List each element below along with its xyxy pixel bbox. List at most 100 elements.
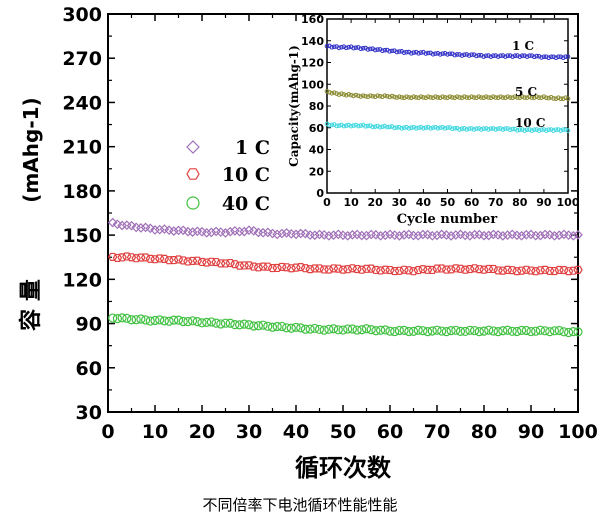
main-data-point: [136, 314, 146, 324]
inset-data-point: [503, 126, 508, 131]
inset-data-point: [324, 43, 330, 49]
main-data-point: [277, 321, 287, 332]
inset-data-point: [341, 92, 347, 97]
main-data-point: [465, 325, 475, 335]
inset-data-point: [442, 95, 448, 100]
inset-data-point: [435, 51, 441, 56]
main-data-point: [253, 321, 263, 331]
main-data-point: [432, 230, 442, 241]
inset-data-point: [425, 50, 431, 56]
main-data-point: [329, 324, 339, 334]
inset-x-tick-label: 90: [536, 196, 552, 209]
inset-data-point: [498, 94, 503, 99]
main-data-point: [187, 227, 198, 237]
main-series-2: [108, 313, 583, 338]
main-y-tick-label: 210: [62, 137, 102, 159]
legend-label: 10 C: [222, 164, 270, 186]
main-data-point: [413, 230, 424, 241]
inset-data-point: [546, 127, 552, 132]
main-data-point: [126, 315, 137, 325]
inset-data-point: [493, 95, 499, 100]
inset-data-point: [481, 54, 486, 59]
main-data-point: [150, 225, 160, 235]
main-data-point: [465, 230, 475, 241]
main-data-point: [559, 327, 569, 337]
inset-data-point: [397, 94, 402, 99]
inset-data-point: [483, 126, 489, 131]
inset-series-1: [324, 89, 571, 102]
main-data-point: [366, 325, 376, 335]
inset-ticks: [326, 18, 569, 194]
inset-data-point: [425, 94, 431, 99]
legend-marker: [186, 168, 200, 180]
inset-data-point: [358, 94, 364, 99]
inset-data-point: [515, 53, 520, 58]
inset-data-point: [334, 91, 339, 96]
main-data-point: [145, 316, 155, 326]
inset-x-tick-label: 40: [416, 196, 432, 209]
inset-data-point: [493, 127, 499, 132]
inset-data-point: [365, 94, 371, 100]
inset-data-point: [360, 93, 366, 98]
inset-data-point: [445, 125, 450, 130]
inset-data-point: [418, 124, 424, 130]
inset-x-tick-label: 60: [464, 196, 480, 209]
inset-data-point: [384, 124, 390, 130]
main-y-axis-title-unit: (mAhg-1): [19, 97, 43, 202]
inset-data-point: [421, 95, 426, 100]
inset-data-point: [336, 123, 342, 128]
inset-data-point: [346, 44, 351, 50]
inset-data-point: [531, 127, 537, 132]
main-data-point: [497, 230, 508, 241]
inset-data-point: [411, 124, 417, 130]
main-y-axis-title-cn: 容 量: [18, 279, 44, 331]
main-data-point: [446, 326, 456, 336]
main-data-point: [516, 325, 527, 335]
inset-data-point: [358, 46, 364, 52]
main-data-point: [423, 327, 433, 337]
inset-data-point: [486, 127, 491, 132]
inset-data-point: [418, 50, 424, 55]
main-data-point: [267, 322, 278, 332]
inset-data-point: [517, 127, 523, 132]
main-data-point: [347, 324, 357, 334]
main-x-tick-label: 10: [142, 421, 168, 443]
main-data-point: [554, 230, 565, 241]
inset-data-point: [452, 95, 458, 101]
main-data-point: [399, 325, 409, 335]
inset-data-point: [500, 127, 506, 132]
inset-data-point: [430, 95, 436, 101]
main-data-point: [178, 316, 188, 327]
inset-data-point: [423, 125, 429, 130]
inset-data-point: [536, 128, 542, 133]
inset-data-point: [331, 90, 337, 95]
main-data-point: [479, 326, 489, 336]
inset-data-point: [425, 124, 431, 130]
inset-data-point: [375, 93, 380, 98]
inset-x-tick-label: 10: [343, 196, 359, 209]
inset-data-point: [478, 127, 484, 132]
inset-data-point: [343, 45, 349, 51]
inset-data-point: [384, 93, 390, 99]
inset-data-point: [519, 94, 525, 99]
main-data-point: [361, 230, 372, 241]
inset-data-point: [534, 127, 539, 132]
main-data-point: [535, 230, 546, 241]
inset-data-point: [339, 122, 344, 128]
inset-data-point: [416, 125, 421, 130]
inset-data-point: [351, 123, 356, 128]
inset-y-tick-label: 20: [309, 165, 325, 178]
inset-data-point: [522, 53, 527, 58]
inset-series-label: 1 C: [512, 39, 534, 53]
inset-data-point: [339, 44, 344, 50]
inset-data-point: [546, 55, 552, 61]
inset-data-point: [389, 93, 395, 99]
inset-data-point: [336, 45, 342, 51]
inset-data-point: [469, 94, 474, 99]
main-data-point: [155, 315, 165, 325]
inset-data-point: [481, 95, 486, 101]
inset-data-point: [423, 51, 429, 56]
inset-data-point: [524, 95, 530, 100]
main-data-point: [418, 326, 428, 336]
main-data-point: [484, 325, 494, 335]
